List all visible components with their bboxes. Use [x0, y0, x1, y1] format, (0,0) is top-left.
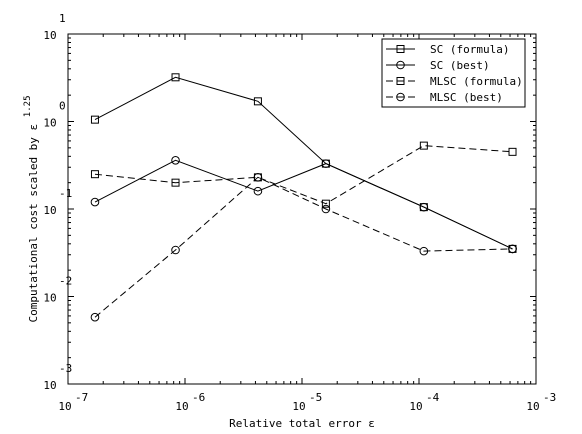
- legend: SC (formula) SC (best) MLSC (formula) MLSC …: [381, 38, 526, 108]
- data-point-circle: [253, 186, 263, 196]
- x-tick-label: 10: [409, 400, 422, 413]
- data-point-square: [90, 115, 99, 124]
- data-point-square: [90, 170, 99, 179]
- legend-marker: [396, 45, 405, 53]
- series-line: [94, 159, 513, 250]
- legend-entry: SC (best): [386, 59, 490, 72]
- series-2: [90, 156, 517, 254]
- y-axis-label-base: Computational cost scaled by ε: [27, 124, 40, 323]
- y-tick-exponent: -3: [59, 362, 72, 375]
- legend-entry: MLSC (formula): [386, 75, 523, 88]
- data-point-square: [253, 97, 262, 106]
- legend-label: MLSC (best): [430, 91, 503, 104]
- series-group: [90, 73, 517, 322]
- data-point-circle: [253, 173, 263, 182]
- legend-label: SC (best): [430, 59, 490, 72]
- x-tick-exponent: -7: [75, 391, 88, 404]
- series-4: [90, 173, 517, 322]
- legend-entry: MLSC (best): [386, 91, 503, 104]
- x-tick-exponent: -5: [309, 391, 322, 404]
- legend-marker: [396, 92, 405, 102]
- x-tick-label: 10: [175, 400, 188, 413]
- data-point-circle: [90, 312, 100, 322]
- data-point-circle: [171, 156, 180, 165]
- data-point-circle: [508, 244, 517, 254]
- data-point-circle: [321, 204, 331, 214]
- y-tick-label: 10: [43, 117, 56, 130]
- data-point-circle: [171, 245, 180, 255]
- y-tick-label: 10: [43, 292, 56, 305]
- legend-label: SC (formula): [430, 43, 509, 56]
- y-axis-label-exponent: 1.25: [23, 96, 33, 118]
- data-point-circle: [419, 202, 429, 212]
- data-point-circle: [419, 246, 429, 256]
- x-tick-exponent: -4: [426, 391, 440, 404]
- legend-label: MLSC (formula): [430, 75, 523, 88]
- x-tick-label: 10: [526, 400, 539, 413]
- data-point-square: [171, 178, 180, 187]
- y-tick-label: 10: [43, 29, 56, 42]
- x-tick-exponent: -6: [192, 391, 205, 404]
- y-tick-exponent: -2: [59, 275, 72, 288]
- data-point-square: [419, 141, 428, 150]
- y-axis-label: Computational cost scaled by ε 1.25: [23, 96, 40, 323]
- y-tick-label: 10: [43, 204, 56, 217]
- y-tick-exponent: -1: [59, 187, 72, 200]
- x-tick-label: 10: [292, 400, 305, 413]
- series-line: [94, 145, 513, 205]
- x-tick-exponent: -3: [543, 391, 556, 404]
- data-point-circle: [321, 159, 331, 168]
- series-line: [94, 176, 513, 318]
- legend-entry: SC (formula): [386, 43, 509, 56]
- legend-marker: [396, 60, 405, 70]
- legend-box: [381, 38, 526, 108]
- x-axis-label: Relative total error ε: [229, 417, 375, 430]
- legend-marker: [396, 77, 405, 85]
- data-point-square: [508, 147, 517, 156]
- data-point-square: [171, 73, 180, 82]
- y-tick-exponent: 1: [59, 12, 66, 25]
- data-point-circle: [90, 197, 100, 207]
- y-tick-label: 10: [43, 379, 56, 392]
- svg-text:Computational cost scaled by ε: Computational cost scaled by ε 1.25: [23, 96, 40, 323]
- data-point-square: [321, 199, 330, 208]
- y-tick-exponent: 0: [59, 100, 66, 113]
- x-tick-label: 10: [58, 400, 71, 413]
